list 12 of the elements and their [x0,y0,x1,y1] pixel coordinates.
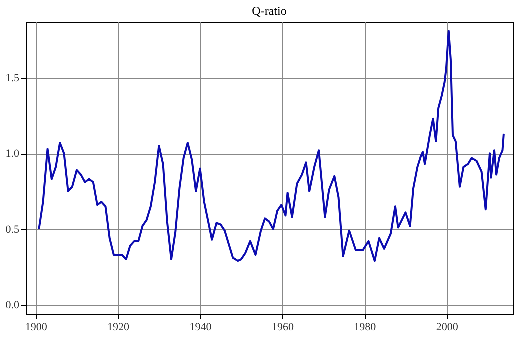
x-tick-label: 1960 [272,322,294,334]
y-tick-label: 1.0 [6,148,20,160]
x-tick-label: 1980 [354,322,377,334]
x-tick-label: 2000 [436,322,459,334]
x-tick-label: 1920 [108,322,130,334]
y-tick-label: 0.5 [6,224,20,236]
y-tick-label: 0.0 [6,299,20,312]
chart-title: Q-ratio [252,4,287,18]
x-tick-label: 1940 [190,322,212,334]
x-tick-label: 1900 [25,322,48,334]
line-series [38,30,505,262]
y-tick-label: 1.5 [6,72,20,84]
